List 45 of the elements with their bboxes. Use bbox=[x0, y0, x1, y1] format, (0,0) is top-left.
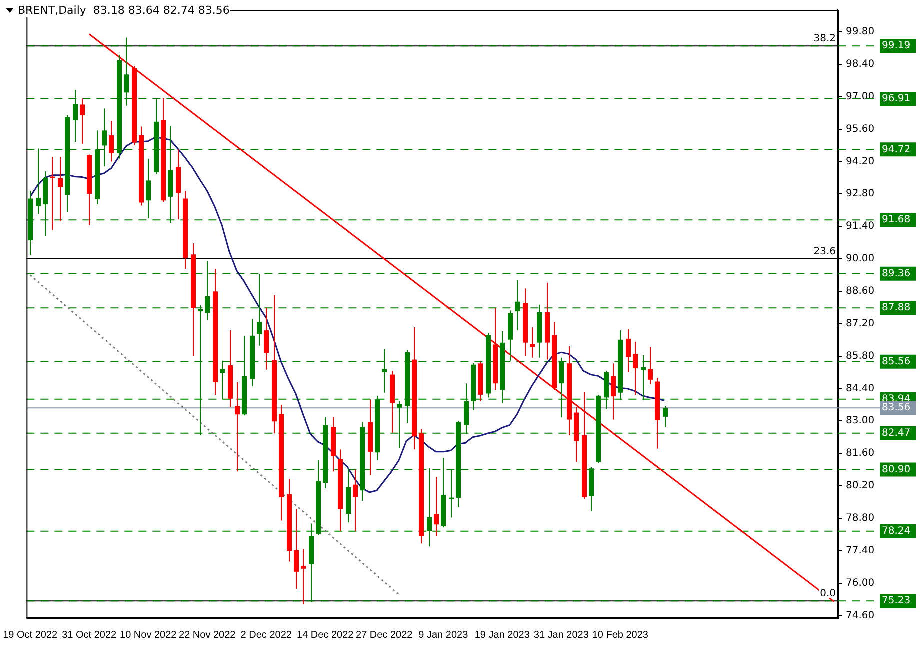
y-tick-label: 85.80 bbox=[846, 350, 875, 362]
y-tick-label: 92.80 bbox=[846, 188, 875, 200]
x-tick-label: 14 Dec 2022 bbox=[297, 630, 354, 641]
x-tick-label: 22 Nov 2022 bbox=[179, 630, 236, 641]
x-tick-label: 9 Jan 2023 bbox=[418, 630, 469, 641]
annotation: 38.2 bbox=[814, 34, 836, 45]
y-tick-label: 77.40 bbox=[846, 545, 875, 556]
x-tick-label: 2 Dec 2022 bbox=[240, 630, 292, 641]
y-tick-label: 95.60 bbox=[846, 124, 875, 135]
ref-line-label: 94.72 bbox=[882, 144, 911, 156]
y-tick-label: 91.40 bbox=[846, 221, 875, 232]
ref-line-label: 80.90 bbox=[882, 464, 911, 476]
y-tick-label: 80.20 bbox=[846, 480, 875, 492]
y-tick-label: 88.60 bbox=[846, 286, 875, 298]
y-tick-label: 76.00 bbox=[846, 578, 875, 589]
y-tick-label: 98.40 bbox=[846, 59, 875, 70]
annotation: 0.0 bbox=[820, 588, 836, 600]
ref-line-label: 89.36 bbox=[882, 268, 911, 280]
ref-line-label: 96.91 bbox=[882, 94, 911, 105]
x-tick-label: 10 Feb 2023 bbox=[592, 630, 649, 641]
x-tick-label: 27 Dec 2022 bbox=[356, 630, 414, 641]
ref-line-label: 91.68 bbox=[882, 214, 911, 226]
ref-line-label: 83.56 bbox=[882, 402, 911, 414]
x-tick-label: 19 Oct 2022 bbox=[3, 630, 58, 641]
ref-line-label: 87.88 bbox=[882, 302, 911, 314]
ref-line-label: 75.23 bbox=[882, 596, 911, 607]
ref-line-label: 82.47 bbox=[882, 428, 911, 439]
y-tick-label: 83.00 bbox=[846, 416, 875, 427]
x-tick-label: 10 Nov 2022 bbox=[120, 630, 178, 641]
y-tick-label: 94.20 bbox=[846, 156, 875, 168]
x-tick-label: 31 Oct 2022 bbox=[62, 630, 118, 641]
ref-line-label: 85.56 bbox=[882, 356, 911, 368]
x-tick-label: 31 Jan 2023 bbox=[534, 630, 590, 641]
y-tick-label: 99.80 bbox=[846, 26, 875, 38]
x-tick-label: 19 Jan 2023 bbox=[474, 630, 530, 641]
ref-line-label: 99.19 bbox=[882, 40, 911, 52]
ref-line-label: 78.24 bbox=[882, 526, 911, 537]
y-tick-label: 87.20 bbox=[846, 318, 875, 330]
annotation: 23.6 bbox=[814, 246, 836, 258]
y-tick-label: 84.40 bbox=[846, 383, 875, 394]
y-tick-label: 78.80 bbox=[846, 513, 875, 524]
y-tick-label: 90.00 bbox=[846, 254, 875, 265]
y-tick-label: 74.60 bbox=[846, 610, 875, 622]
y-tick-label: 81.60 bbox=[846, 448, 875, 460]
chart-title: BRENT,Daily 83.18 83.64 82.74 83.56 bbox=[18, 4, 230, 17]
